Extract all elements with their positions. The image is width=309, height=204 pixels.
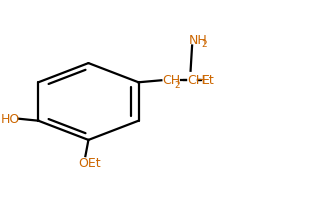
Text: HO: HO xyxy=(1,113,20,126)
Text: Et: Et xyxy=(201,74,214,87)
Text: CH: CH xyxy=(162,74,180,87)
Text: CH: CH xyxy=(187,74,205,87)
Text: NH: NH xyxy=(188,34,207,47)
Text: 2: 2 xyxy=(175,80,180,89)
Text: 2: 2 xyxy=(201,40,207,49)
Text: OEt: OEt xyxy=(78,156,100,169)
